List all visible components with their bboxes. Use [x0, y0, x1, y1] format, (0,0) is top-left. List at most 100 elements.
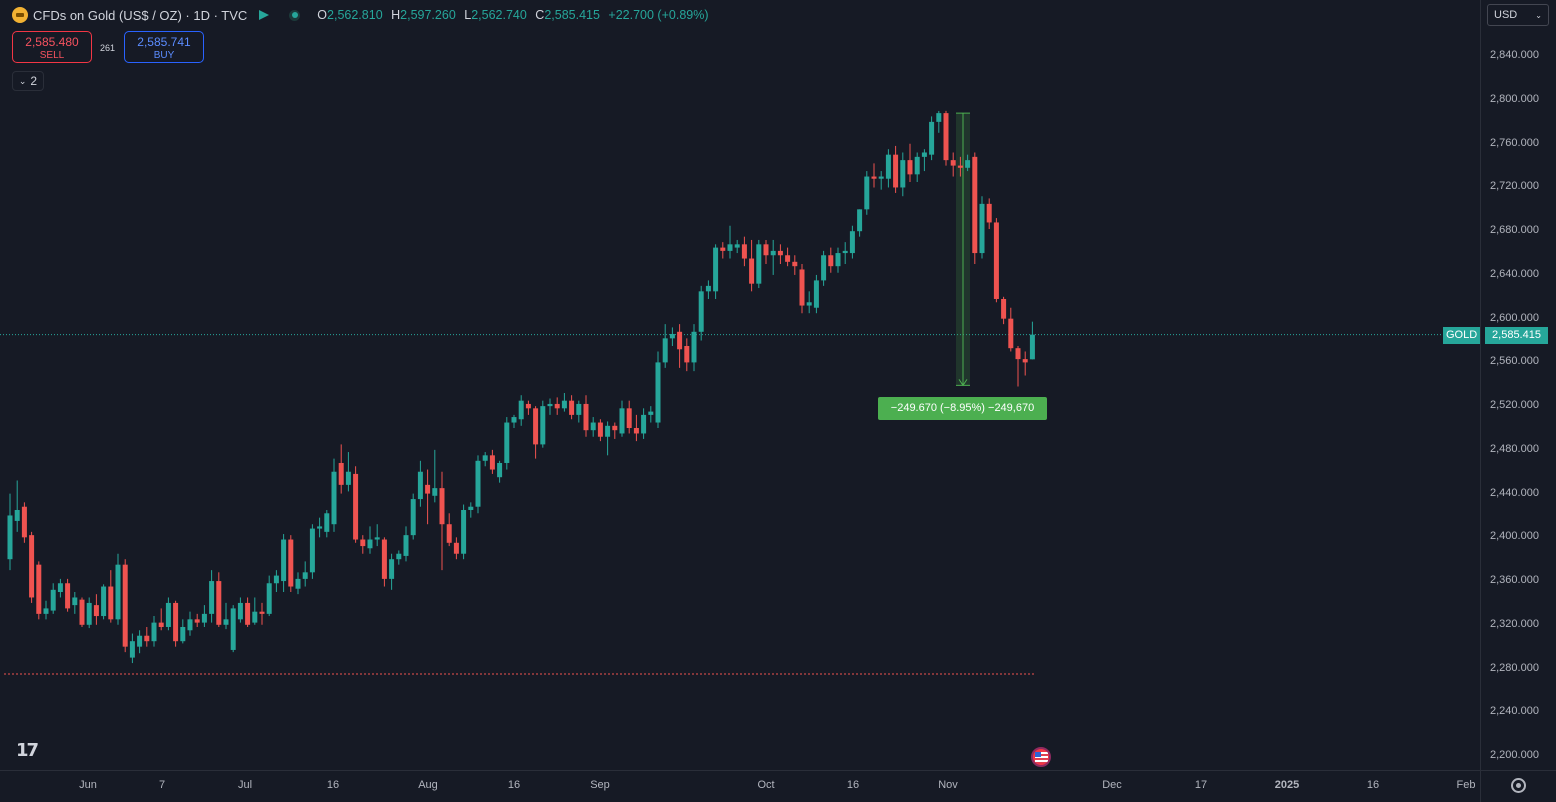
candle-body [86, 602, 92, 625]
high-value: 2,597.260 [400, 8, 456, 22]
candle-body [993, 222, 999, 299]
low-label: L [464, 8, 472, 22]
price-tick-label: 2,360.000 [1490, 574, 1539, 587]
price-tick-label: 2,600.000 [1490, 311, 1539, 324]
candle-body [727, 244, 733, 251]
candle-body [432, 488, 438, 496]
candle-body [741, 244, 747, 259]
candle-body [633, 428, 639, 434]
candle-body [14, 510, 20, 521]
candle-body [338, 462, 344, 485]
candle-body [813, 280, 819, 308]
candle-body [21, 506, 27, 538]
candle-body [367, 539, 373, 549]
candle-body [590, 422, 596, 431]
candle-body [641, 414, 647, 434]
candle-body [806, 302, 812, 306]
buy-price: 2,585.741 [137, 35, 191, 49]
tradingview-logo-icon[interactable]: 17 [16, 740, 39, 761]
candle-body [655, 362, 661, 423]
candle-body [828, 255, 834, 267]
time-tick-label: Dec [1102, 779, 1122, 791]
flag-icon[interactable] [259, 10, 270, 20]
currency-value: USD [1494, 9, 1518, 21]
candle-body [389, 559, 395, 579]
candle-body [979, 203, 985, 254]
candle-body [878, 176, 884, 179]
candle-body [173, 602, 179, 642]
candle-body [734, 244, 740, 248]
candle-body [7, 515, 13, 560]
candle-body [792, 261, 798, 267]
candle-body [345, 471, 351, 485]
candle-body [698, 291, 704, 332]
high-label: H [391, 8, 401, 22]
currency-select[interactable]: USD ⌄ [1487, 4, 1549, 26]
candle-body [763, 244, 769, 256]
candle-body [194, 619, 200, 623]
candle-body [864, 176, 870, 210]
candle-body [1029, 334, 1035, 360]
candle-body [597, 422, 603, 437]
chart-pane[interactable]: CFDs on Gold (US$ / OZ) · 1D · TVC O2,56… [0, 0, 1481, 770]
candle-body [885, 154, 891, 179]
candle-body [842, 250, 848, 254]
chevron-down-icon: ⌄ [1535, 10, 1542, 20]
price-tick-label: 2,520.000 [1490, 399, 1539, 412]
candle-body [504, 422, 510, 463]
spread-value: 261 [100, 43, 116, 53]
time-tick-label: 7 [158, 779, 166, 791]
measure-label[interactable]: −249.670 (−8.95%) −249,670 [878, 397, 1047, 420]
candle-body [957, 165, 963, 168]
symbol-legend: CFDs on Gold (US$ / OZ) · 1D · TVC O2,56… [12, 7, 714, 23]
sell-price: 2,585.480 [25, 35, 79, 49]
candle-body [612, 425, 618, 431]
buy-button[interactable]: 2,585.741 BUY [124, 31, 204, 63]
candle-body [893, 154, 899, 188]
us-flag-event-icon[interactable] [1031, 747, 1051, 767]
candle-body [1022, 359, 1028, 363]
candle-body [43, 608, 49, 614]
candle-body [770, 250, 776, 256]
price-tick-label: 2,560.000 [1490, 355, 1539, 368]
symbol-title[interactable]: CFDs on Gold (US$ / OZ) · 1D · TVC [33, 7, 248, 23]
axis-settings[interactable] [1480, 770, 1556, 802]
measure-arrow-head [958, 379, 968, 387]
candle-body [129, 641, 135, 658]
time-tick-label: 2025 [1274, 779, 1300, 791]
candle-body [259, 611, 265, 614]
candle-body [785, 255, 791, 262]
indicators-toggle-button[interactable]: ⌄ 2 [12, 71, 44, 91]
candle-body [410, 499, 416, 536]
candle-body [648, 411, 654, 415]
time-tick-label: Sep [590, 779, 610, 791]
price-tick-label: 2,800.000 [1490, 93, 1539, 105]
candle-body [921, 152, 927, 157]
candlestick-chart[interactable] [0, 0, 1480, 770]
candle-body [950, 160, 956, 166]
candle-body [252, 611, 258, 623]
candle-body [158, 622, 164, 627]
ohlc-values: O2,562.810 H2,597.260 L2,562.740 C2,585.… [317, 8, 713, 22]
open-label: O [317, 8, 328, 22]
candle-body [691, 331, 697, 363]
price-tick-label: 2,200.000 [1490, 749, 1539, 761]
gear-icon[interactable] [1511, 778, 1526, 793]
candle-body [65, 583, 71, 609]
close-label: C [535, 8, 545, 22]
price-tick-label: 2,840.000 [1490, 49, 1539, 62]
candle-body [122, 564, 128, 647]
candle-body [281, 539, 287, 582]
candle-body [835, 253, 841, 267]
time-axis[interactable]: Jun 7 Jul 16 Aug 16 Sep Oct 16 Nov Dec 17 2025 16 Feb [0, 770, 1480, 802]
market-status-dot-icon[interactable] [289, 9, 301, 21]
candle-body [914, 156, 920, 175]
candle-body [266, 583, 272, 614]
price-tick-label: 2,440.000 [1490, 486, 1539, 499]
price-axis[interactable]: USD ⌄ 2,840.000 2,800.000 2,760.000 2,720.0… [1480, 0, 1556, 770]
candle-body [425, 484, 431, 494]
candle-body [525, 403, 531, 409]
sell-button[interactable]: 2,585.480 SELL [12, 31, 92, 63]
candle-body [1015, 348, 1021, 360]
candle-body [900, 160, 906, 188]
